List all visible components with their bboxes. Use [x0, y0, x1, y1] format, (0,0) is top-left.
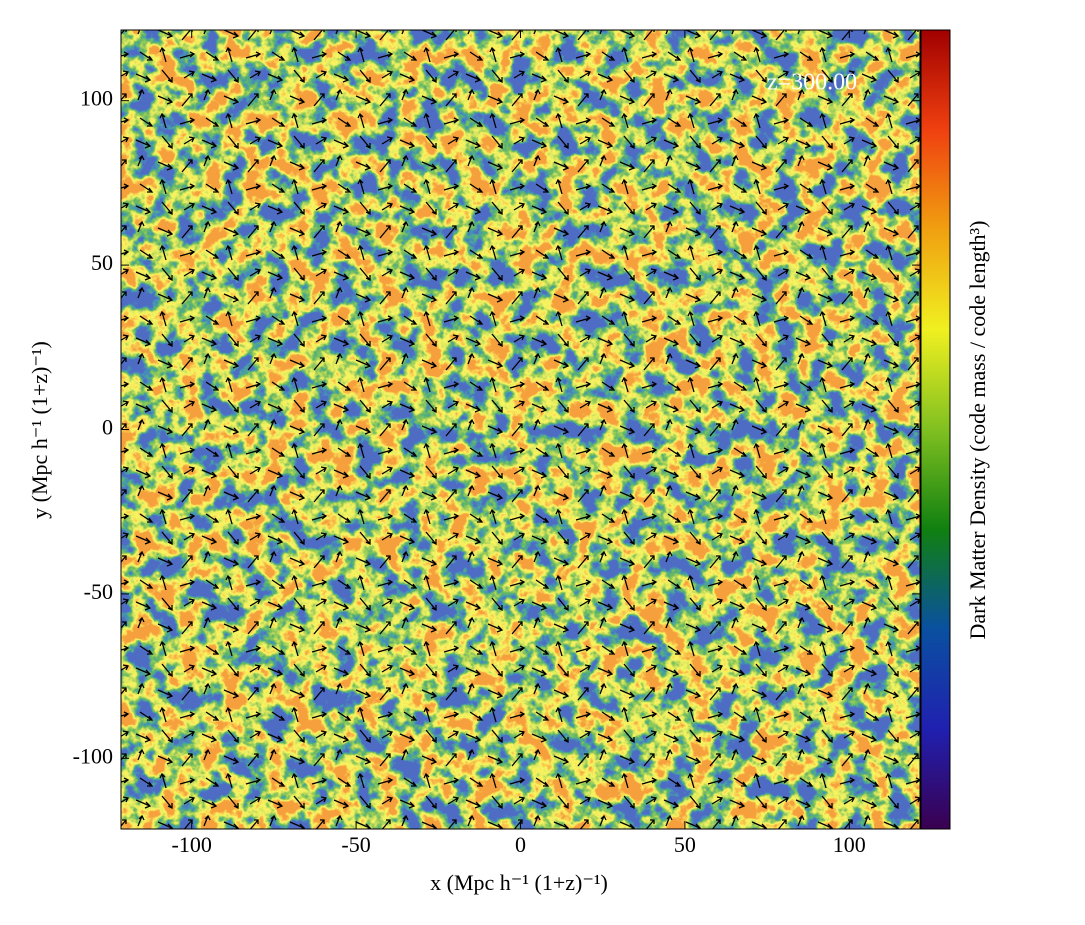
y-tick-label: 100: [80, 86, 113, 111]
annotation: z=300.00: [767, 70, 857, 96]
x-axis-label: x (Mpc h⁻¹ (1+z)⁻¹): [430, 870, 608, 895]
velocity-vectors: [121, 30, 920, 829]
x-tick-label: 100: [833, 832, 866, 857]
colorbar: [920, 29, 951, 830]
x-tick-label: -100: [172, 832, 212, 857]
y-tick-label: 50: [91, 250, 113, 275]
x-tick-label: -50: [341, 832, 370, 857]
x-tick-label: 50: [674, 832, 696, 857]
density-image: [121, 30, 920, 829]
y-tick-label: 0: [102, 415, 113, 440]
x-tick-label: 0: [515, 832, 526, 857]
colorbar-label: Dark Matter Density (code mass / code le…: [965, 221, 990, 640]
y-tick-label: -100: [73, 743, 113, 768]
y-axis-label: y (Mpc h⁻¹ (1+z)⁻¹): [27, 341, 52, 519]
y-tick-label: -50: [84, 579, 113, 604]
